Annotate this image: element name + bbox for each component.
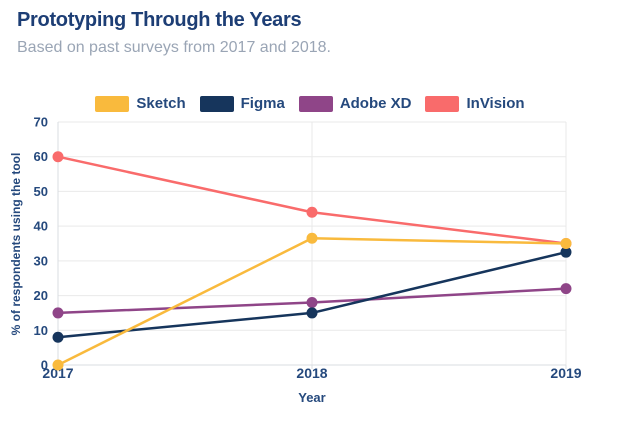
data-point-adobe-xd-2017	[52, 307, 64, 319]
data-point-invision-2017	[52, 151, 64, 163]
x-axis-title: Year	[298, 390, 325, 405]
data-point-sketch-2018	[306, 232, 318, 244]
sketch-color-swatch	[95, 95, 130, 112]
page-subtitle: Based on past surveys from 2017 and 2018…	[17, 39, 331, 56]
data-point-figma-2017	[52, 331, 64, 343]
y-tick-label: 50	[34, 184, 48, 199]
y-tick-label: 30	[34, 253, 48, 268]
y-tick-label: 0	[41, 358, 48, 373]
y-tick-label: 60	[34, 149, 48, 164]
data-point-sketch-2017	[52, 359, 64, 371]
figma-color-swatch	[199, 95, 234, 112]
y-tick-label: 20	[34, 288, 48, 303]
x-tick-label: 2019	[550, 365, 581, 381]
data-point-figma-2019	[560, 246, 572, 258]
data-point-adobe-xd-2018	[306, 297, 318, 309]
legend-item-invision[interactable]: InVision	[425, 95, 525, 112]
y-tick-label: 70	[34, 115, 48, 130]
data-point-sketch-2019	[560, 238, 572, 249]
y-axis-title: % of respondents using the tool	[9, 153, 23, 336]
y-tick-label: 40	[34, 219, 48, 234]
line-chart: 0 10 20 30 40 50 60 70 2017 2018 2019 Year % of resp…	[0, 115, 620, 423]
data-point-invision-2018	[306, 206, 318, 218]
data-point-adobe-xd-2019	[560, 283, 572, 295]
data-point-figma-2018	[306, 307, 318, 319]
chart-legend: Sketch Figma Adobe XD InVision	[0, 95, 620, 112]
legend-label: Figma	[240, 95, 285, 112]
page-title: Prototyping Through the Years	[17, 9, 302, 31]
plot-area: 0 10 20 30 40 50 60 70 2017 2018 2019 Year % of resp…	[9, 115, 582, 406]
legend-label: Sketch	[136, 95, 186, 112]
legend-item-sketch[interactable]: Sketch	[95, 95, 186, 112]
adobe-xd-color-swatch	[298, 95, 333, 112]
invision-color-swatch	[425, 95, 460, 112]
legend-label: Adobe XD	[339, 95, 412, 112]
x-tick-label: 2017	[42, 365, 73, 381]
legend-item-adobe-xd[interactable]: Adobe XD	[298, 95, 412, 112]
legend-item-figma[interactable]: Figma	[199, 95, 285, 112]
y-tick-label: 10	[34, 323, 48, 338]
x-tick-label: 2018	[296, 365, 327, 381]
legend-label: InVision	[466, 95, 525, 112]
